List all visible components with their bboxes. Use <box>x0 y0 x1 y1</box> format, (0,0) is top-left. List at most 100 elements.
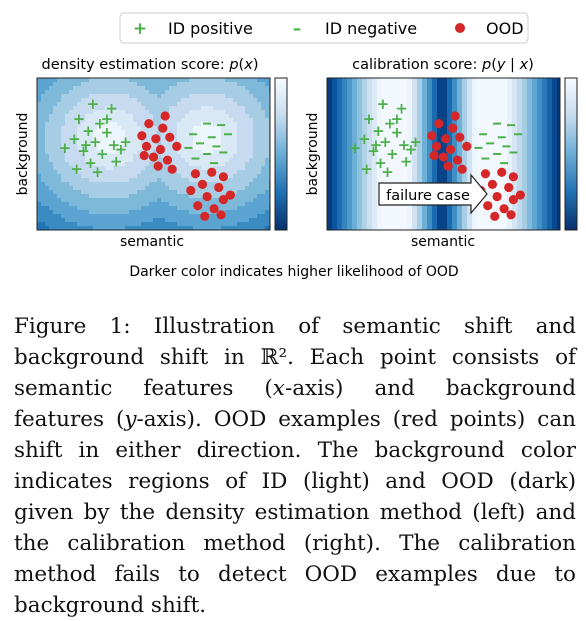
caption-y-var: y <box>124 407 137 432</box>
right-scatter-points: + ++ ++ ++ + ++ + +++ ++ ++++ <box>349 95 525 221</box>
ood-point <box>141 141 152 151</box>
id-positive-point: + <box>409 133 422 151</box>
ood-point <box>506 210 516 220</box>
ood-point <box>457 164 467 174</box>
ood-point <box>448 123 458 133</box>
right-panel-title: calibration score: p(y | x) <box>352 57 534 73</box>
ood-point <box>207 167 217 177</box>
id-positive-point: + <box>381 163 394 181</box>
id-positive-point: + <box>77 142 90 160</box>
ood-point <box>434 119 444 129</box>
ood-point <box>214 182 224 193</box>
id-positive-point: + <box>349 139 362 157</box>
id-positive-point: + <box>101 124 114 142</box>
ood-point <box>158 123 168 133</box>
id-positive-point: + <box>73 110 86 128</box>
legend-ood-marker <box>455 23 465 33</box>
ood-point <box>225 190 235 200</box>
ood-point <box>515 190 525 200</box>
ood-point <box>218 172 228 182</box>
ood-point <box>490 211 500 221</box>
ood-point <box>492 191 502 202</box>
ood-point <box>172 141 182 151</box>
id-positive-point: + <box>59 139 72 157</box>
ood-point <box>209 204 219 214</box>
legend-negative-marker: – <box>293 19 302 39</box>
right-xlabel: semantic <box>411 234 475 250</box>
ood-point <box>197 179 208 189</box>
right-colorbar <box>564 77 578 231</box>
ood-point <box>431 141 442 151</box>
id-positive-point: + <box>360 160 373 178</box>
id-positive-point: + <box>384 115 397 133</box>
id-positive-point: + <box>391 124 404 142</box>
id-positive-point: + <box>82 122 95 140</box>
caption-text-4: -axis). OOD examples (red points) can sh… <box>14 407 576 618</box>
ood-point <box>445 144 456 155</box>
ood-point <box>441 134 451 144</box>
ood-point <box>438 152 449 162</box>
id-positive-point: + <box>377 95 390 113</box>
ood-point <box>429 150 439 161</box>
legend-negative-label: ID negative <box>325 19 417 38</box>
ood-point <box>148 152 159 162</box>
ood-point <box>455 132 465 142</box>
id-positive-point: + <box>91 163 104 181</box>
ood-point <box>483 201 493 211</box>
id-positive-point: + <box>70 160 83 178</box>
caption-text-3: -axis) and background features ( <box>14 376 576 432</box>
id-positive-point: + <box>105 99 118 117</box>
id-positive-point: + <box>84 154 97 172</box>
ood-point <box>499 204 509 214</box>
ood-point <box>165 132 175 142</box>
id-positive-point: + <box>372 122 385 140</box>
id-positive-point: + <box>358 130 371 148</box>
ood-point <box>202 191 212 202</box>
ood-point <box>450 111 460 121</box>
id-positive-point: + <box>395 99 408 117</box>
ood-point <box>487 179 498 189</box>
figure-caption: Figure 1: Illustration of semantic shift… <box>14 311 576 621</box>
left-ylabel: background <box>15 113 31 196</box>
ood-point <box>443 161 453 171</box>
ood-point <box>162 155 173 165</box>
id-positive-point: + <box>96 145 109 163</box>
ood-point <box>151 134 161 144</box>
ood-point <box>139 150 149 161</box>
legend-positive-marker: + <box>133 19 147 39</box>
id-positive-point: + <box>374 154 387 172</box>
left-density-field <box>37 78 270 230</box>
id-positive-point: + <box>68 130 81 148</box>
legend-ood-label: OOD <box>486 19 524 38</box>
ood-point <box>508 195 518 205</box>
ood-point <box>504 182 514 193</box>
id-positive-point: + <box>386 145 399 163</box>
left-xlabel: semantic <box>120 234 184 250</box>
id-positive-point: + <box>110 153 123 171</box>
left-panel-title: density estimation score: p(x) <box>42 57 259 73</box>
id-positive-point: + <box>94 115 107 133</box>
id-positive-point: + <box>115 140 128 158</box>
id-positive-point: + <box>370 136 383 154</box>
ood-point <box>508 172 518 182</box>
ood-point <box>427 131 437 141</box>
figure-illustration: + ID positive – ID negative OOD density … <box>15 12 578 280</box>
left-scatter-points: + ++ ++ ++ + ++ + +++ ++ ++++ <box>59 95 235 221</box>
ood-point <box>190 169 201 179</box>
id-positive-point: + <box>87 95 100 113</box>
id-positive-point: + <box>379 133 392 151</box>
id-positive-point: + <box>101 110 114 128</box>
left-colorbar <box>274 77 288 231</box>
ood-point <box>153 161 163 171</box>
ood-point <box>462 141 472 151</box>
ood-point <box>155 144 166 155</box>
caption-label: Figure 1: <box>14 314 131 339</box>
id-positive-point: + <box>363 110 376 128</box>
ood-point <box>200 211 210 221</box>
ood-point <box>186 185 196 196</box>
right-plot-frame <box>326 77 561 231</box>
id-positive-point: + <box>89 133 102 151</box>
id-positive-point: + <box>398 136 411 154</box>
id-positive-point: + <box>367 142 380 160</box>
ood-point <box>193 201 203 211</box>
